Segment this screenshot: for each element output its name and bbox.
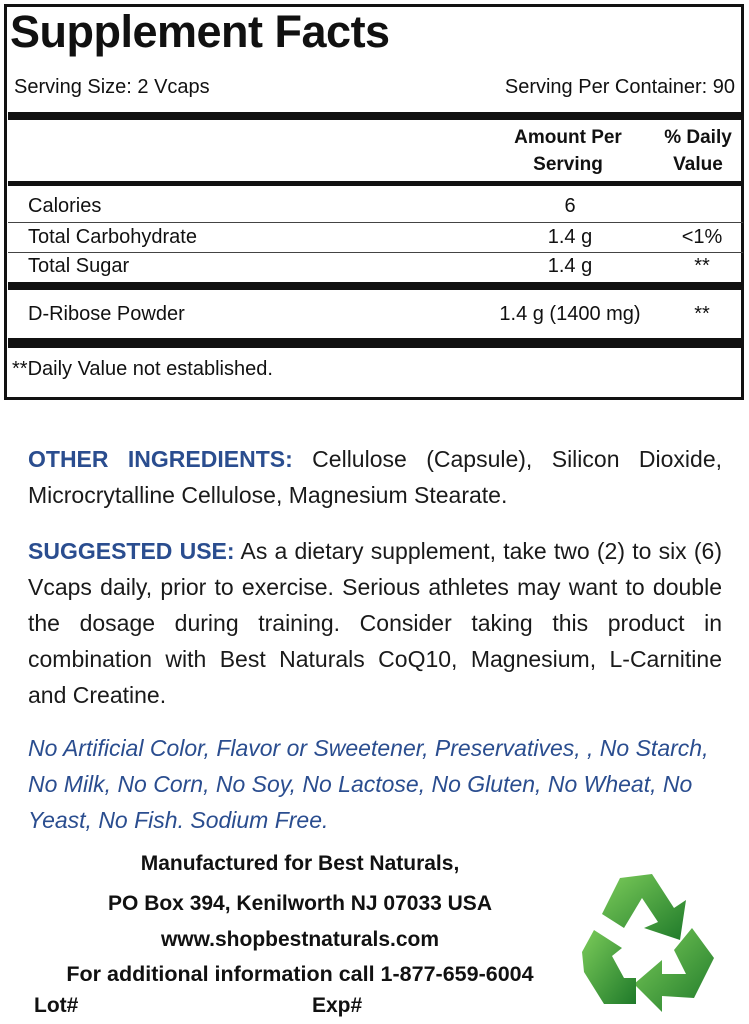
- address: PO Box 394, Kenilworth NJ 07033 USA: [108, 892, 492, 915]
- suggested-use: SUGGESTED USE: As a dietary supplement, …: [28, 533, 722, 713]
- serving-size: Serving Size: 2 Vcaps: [14, 76, 210, 98]
- row-name: Calories: [28, 195, 102, 217]
- other-ingredients: OTHER INGREDIENTS: Cellulose (Capsule), …: [28, 441, 722, 513]
- row-name: Total Carbohydrate: [28, 226, 197, 248]
- divider-medium: [8, 181, 743, 186]
- divider-thick: [8, 282, 743, 290]
- header-dv-line1: % Daily: [664, 127, 732, 148]
- divider-thick: [8, 338, 743, 348]
- divider-thin: [8, 252, 743, 253]
- panel-title: Supplement Facts: [10, 6, 390, 57]
- footnote: **Daily Value not established.: [12, 358, 273, 380]
- header-amount: Amount Per Serving: [488, 124, 648, 178]
- row-amount: 1.4 g: [547, 226, 593, 248]
- row-amount: 6: [564, 195, 576, 217]
- exp-date: Exp#: [312, 994, 363, 1017]
- phone: For additional information call 1-877-65…: [66, 962, 534, 986]
- supplement-facts-panel: [4, 4, 744, 400]
- divider-thin: [8, 222, 743, 223]
- servings-per-container: Serving Per Container: 90: [504, 76, 735, 98]
- lot-number: Lot#: [34, 994, 79, 1017]
- row-dv: <1%: [681, 226, 723, 248]
- header-amount-line1: Amount Per: [514, 127, 622, 148]
- free-from-statement: No Artificial Color, Flavor or Sweetener…: [28, 735, 709, 833]
- header-daily-value: % Daily Value: [652, 124, 744, 178]
- row-dv: **: [694, 255, 710, 277]
- other-ingredients-label: OTHER INGREDIENTS:: [28, 446, 293, 472]
- suggested-use-text: As a dietary supplement, take two (2) to…: [28, 538, 722, 708]
- website[interactable]: www.shopbestnaturals.com: [160, 928, 440, 951]
- manufacturer: Manufactured for Best Naturals,: [140, 852, 460, 875]
- divider-thick: [8, 112, 743, 120]
- recycle-icon: [582, 874, 714, 1012]
- suggested-use-label: SUGGESTED USE:: [28, 538, 235, 564]
- row-name: D-Ribose Powder: [28, 303, 185, 325]
- row-name: Total Sugar: [28, 255, 130, 277]
- other-ingredients-text: Cellulose (Capsule), Silicon Dioxide, Mi…: [28, 446, 722, 508]
- row-dv: **: [694, 303, 710, 325]
- header-amount-line2: Serving: [533, 154, 603, 175]
- row-amount: 1.4 g: [547, 255, 593, 277]
- header-dv-line2: Value: [673, 154, 723, 175]
- row-amount: 1.4 g (1400 mg): [499, 303, 641, 325]
